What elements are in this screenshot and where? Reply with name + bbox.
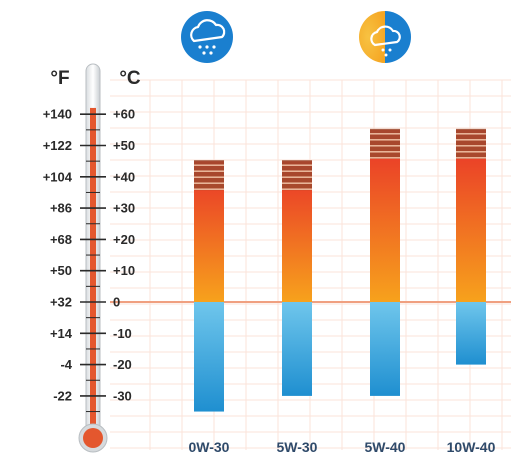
celsius-tick-labels: +60 +50 +40 +30 +20 +10 0 -10 -20 -30: [113, 107, 135, 404]
fahrenheit-tick-label: +140: [43, 107, 72, 122]
thermometer-bulb: [83, 428, 103, 448]
fahrenheit-unit-label: °F: [50, 68, 69, 89]
fahrenheit-tick-label: -22: [53, 388, 72, 403]
celsius-tick-label: +60: [113, 107, 135, 122]
viscosity-bars: [194, 128, 486, 412]
celsius-tick-label: +30: [113, 201, 135, 216]
cold-range-bar: [282, 302, 312, 396]
sun-cloud-icon: [359, 11, 411, 63]
category-label: 10W-40: [447, 439, 496, 455]
fahrenheit-tick-label: +50: [50, 263, 72, 278]
thermometer-ticks: [80, 113, 106, 413]
thermometer: [78, 63, 108, 453]
category-label: 0W-30: [189, 439, 230, 455]
category-label: 5W-40: [365, 439, 406, 455]
celsius-tick-label: -20: [113, 357, 132, 372]
celsius-tick-label: +40: [113, 169, 135, 184]
snow-cloud-icon: [181, 11, 233, 63]
fahrenheit-tick-label: +14: [50, 326, 73, 341]
category-label: 5W-30: [277, 439, 318, 455]
fahrenheit-tick-label: +122: [43, 138, 72, 153]
fahrenheit-tick-label: +104: [43, 169, 73, 184]
celsius-tick-label: 0: [113, 295, 120, 310]
celsius-tick-label: -10: [113, 326, 132, 341]
fahrenheit-tick-label: -4: [60, 357, 72, 372]
celsius-tick-label: -30: [113, 388, 132, 403]
cold-range-bar: [456, 302, 486, 365]
fahrenheit-tick-label: +86: [50, 201, 72, 216]
fahrenheit-tick-labels: +140 +122 +104 +86 +68 +50 +32 +14 -4 -22: [43, 107, 73, 404]
cold-range-bar: [194, 302, 224, 412]
celsius-tick-label: +20: [113, 232, 135, 247]
cold-range-bar: [370, 302, 400, 396]
celsius-unit-label: °C: [119, 68, 141, 89]
celsius-tick-label: +10: [113, 263, 135, 278]
category-labels: 0W-30 5W-30 5W-40 10W-40: [189, 439, 496, 455]
thermometer-liquid: [90, 107, 96, 438]
fahrenheit-tick-label: +68: [50, 232, 72, 247]
fahrenheit-tick-label: +32: [50, 295, 72, 310]
celsius-tick-label: +50: [113, 138, 135, 153]
